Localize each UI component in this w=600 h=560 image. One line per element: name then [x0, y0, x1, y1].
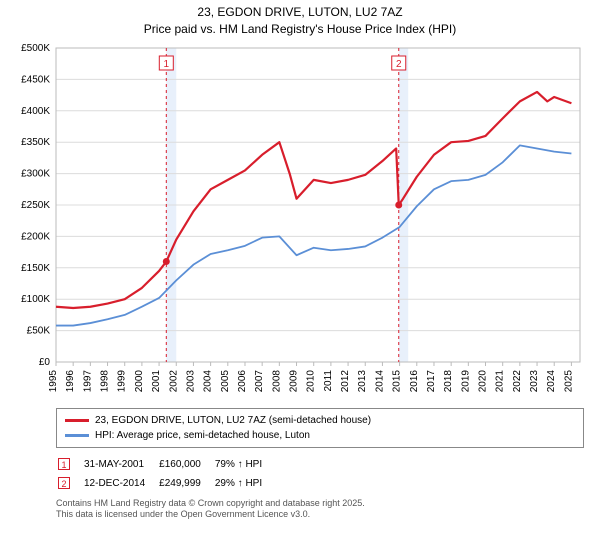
x-tick-label: 2021 — [495, 369, 506, 392]
x-tick-label: 2023 — [529, 369, 540, 392]
x-tick-label: 2000 — [134, 369, 145, 392]
x-tick-label: 2008 — [271, 369, 282, 392]
x-tick-label: 2002 — [168, 369, 179, 392]
x-tick-label: 2019 — [460, 369, 471, 392]
x-tick-label: 1996 — [65, 369, 76, 392]
x-tick-label: 1997 — [82, 369, 93, 392]
event-price: £249,999 — [159, 475, 213, 492]
chart-container: 23, EGDON DRIVE, LUTON, LU2 7AZ Price pa… — [0, 0, 600, 525]
x-tick-label: 2016 — [409, 369, 420, 392]
x-tick-label: 2017 — [426, 369, 437, 392]
event-pct: 79% ↑ HPI — [215, 456, 274, 473]
x-tick-label: 2010 — [306, 369, 317, 392]
x-tick-label: 2004 — [203, 369, 214, 392]
legend-label-1: 23, EGDON DRIVE, LUTON, LU2 7AZ (semi-de… — [95, 413, 371, 428]
x-tick-label: 2022 — [512, 369, 523, 392]
event-flag-label: 2 — [396, 59, 402, 70]
footer-line-2: This data is licensed under the Open Gov… — [56, 509, 584, 521]
y-tick-label: £250K — [21, 200, 50, 211]
events-table: 1 31-MAY-2001£160,00079% ↑ HPI 2 12-DEC-201… — [56, 454, 276, 494]
x-tick-label: 2012 — [340, 369, 351, 392]
footer-note: Contains HM Land Registry data © Crown c… — [56, 498, 584, 521]
event-pct: 29% ↑ HPI — [215, 475, 274, 492]
event-row: 1 31-MAY-2001£160,00079% ↑ HPI — [58, 456, 274, 473]
event-price: £160,000 — [159, 456, 213, 473]
x-tick-label: 2006 — [237, 369, 248, 392]
y-tick-label: £300K — [21, 168, 50, 179]
x-tick-label: 2018 — [443, 369, 454, 392]
y-tick-label: £150K — [21, 262, 50, 273]
x-tick-label: 2011 — [323, 369, 334, 391]
y-tick-label: £350K — [21, 137, 50, 148]
title-line-1: 23, EGDON DRIVE, LUTON, LU2 7AZ — [6, 4, 594, 21]
legend-row-2: HPI: Average price, semi-detached house,… — [65, 428, 575, 443]
legend-swatch-2 — [65, 434, 89, 437]
x-tick-label: 2025 — [563, 369, 574, 392]
event-date: 31-MAY-2001 — [84, 456, 157, 473]
event-marker: 1 — [58, 458, 70, 470]
y-tick-label: £450K — [21, 74, 50, 85]
x-tick-label: 2013 — [357, 369, 368, 392]
event-dot — [395, 201, 402, 208]
event-marker: 2 — [58, 477, 70, 489]
chart-plot-area: £0 £50K £100K £150K £200K £250K £300K £350K £400… — [6, 42, 594, 402]
y-tick-label: £400K — [21, 105, 50, 116]
event-date: 12-DEC-2014 — [84, 475, 157, 492]
y-tick-label: £500K — [21, 43, 50, 54]
x-tick-label: 2009 — [289, 369, 300, 392]
y-tick-label: £0 — [39, 357, 51, 368]
event-row: 2 12-DEC-2014£249,99929% ↑ HPI — [58, 475, 274, 492]
chart-svg: £0 £50K £100K £150K £200K £250K £300K £350K £400… — [6, 42, 586, 402]
footer-line-1: Contains HM Land Registry data © Crown c… — [56, 498, 584, 510]
y-tick-label: £100K — [21, 294, 50, 305]
x-tick-label: 2015 — [392, 369, 403, 392]
x-tick-label: 2024 — [546, 369, 557, 392]
series-line — [56, 145, 571, 325]
title-line-2: Price paid vs. HM Land Registry's House … — [6, 21, 594, 38]
y-tick-label: £200K — [21, 231, 50, 242]
legend: 23, EGDON DRIVE, LUTON, LU2 7AZ (semi-de… — [56, 408, 584, 448]
event-dot — [163, 258, 170, 265]
legend-swatch-1 — [65, 419, 89, 422]
x-tick-label: 1998 — [100, 369, 111, 392]
x-tick-label: 1999 — [117, 369, 128, 392]
x-tick-label: 1995 — [48, 369, 59, 392]
chart-titles: 23, EGDON DRIVE, LUTON, LU2 7AZ Price pa… — [6, 4, 594, 38]
legend-row-1: 23, EGDON DRIVE, LUTON, LU2 7AZ (semi-de… — [65, 413, 575, 428]
series-line — [56, 92, 571, 308]
x-tick-label: 2007 — [254, 369, 265, 392]
legend-label-2: HPI: Average price, semi-detached house,… — [95, 428, 310, 443]
x-tick-label: 2001 — [151, 369, 162, 392]
event-flag-label: 1 — [164, 59, 170, 70]
x-tick-label: 2020 — [478, 369, 489, 392]
x-tick-label: 2005 — [220, 369, 231, 392]
y-tick-label: £50K — [27, 325, 51, 336]
x-tick-label: 2014 — [374, 369, 385, 392]
x-tick-label: 2003 — [185, 369, 196, 392]
